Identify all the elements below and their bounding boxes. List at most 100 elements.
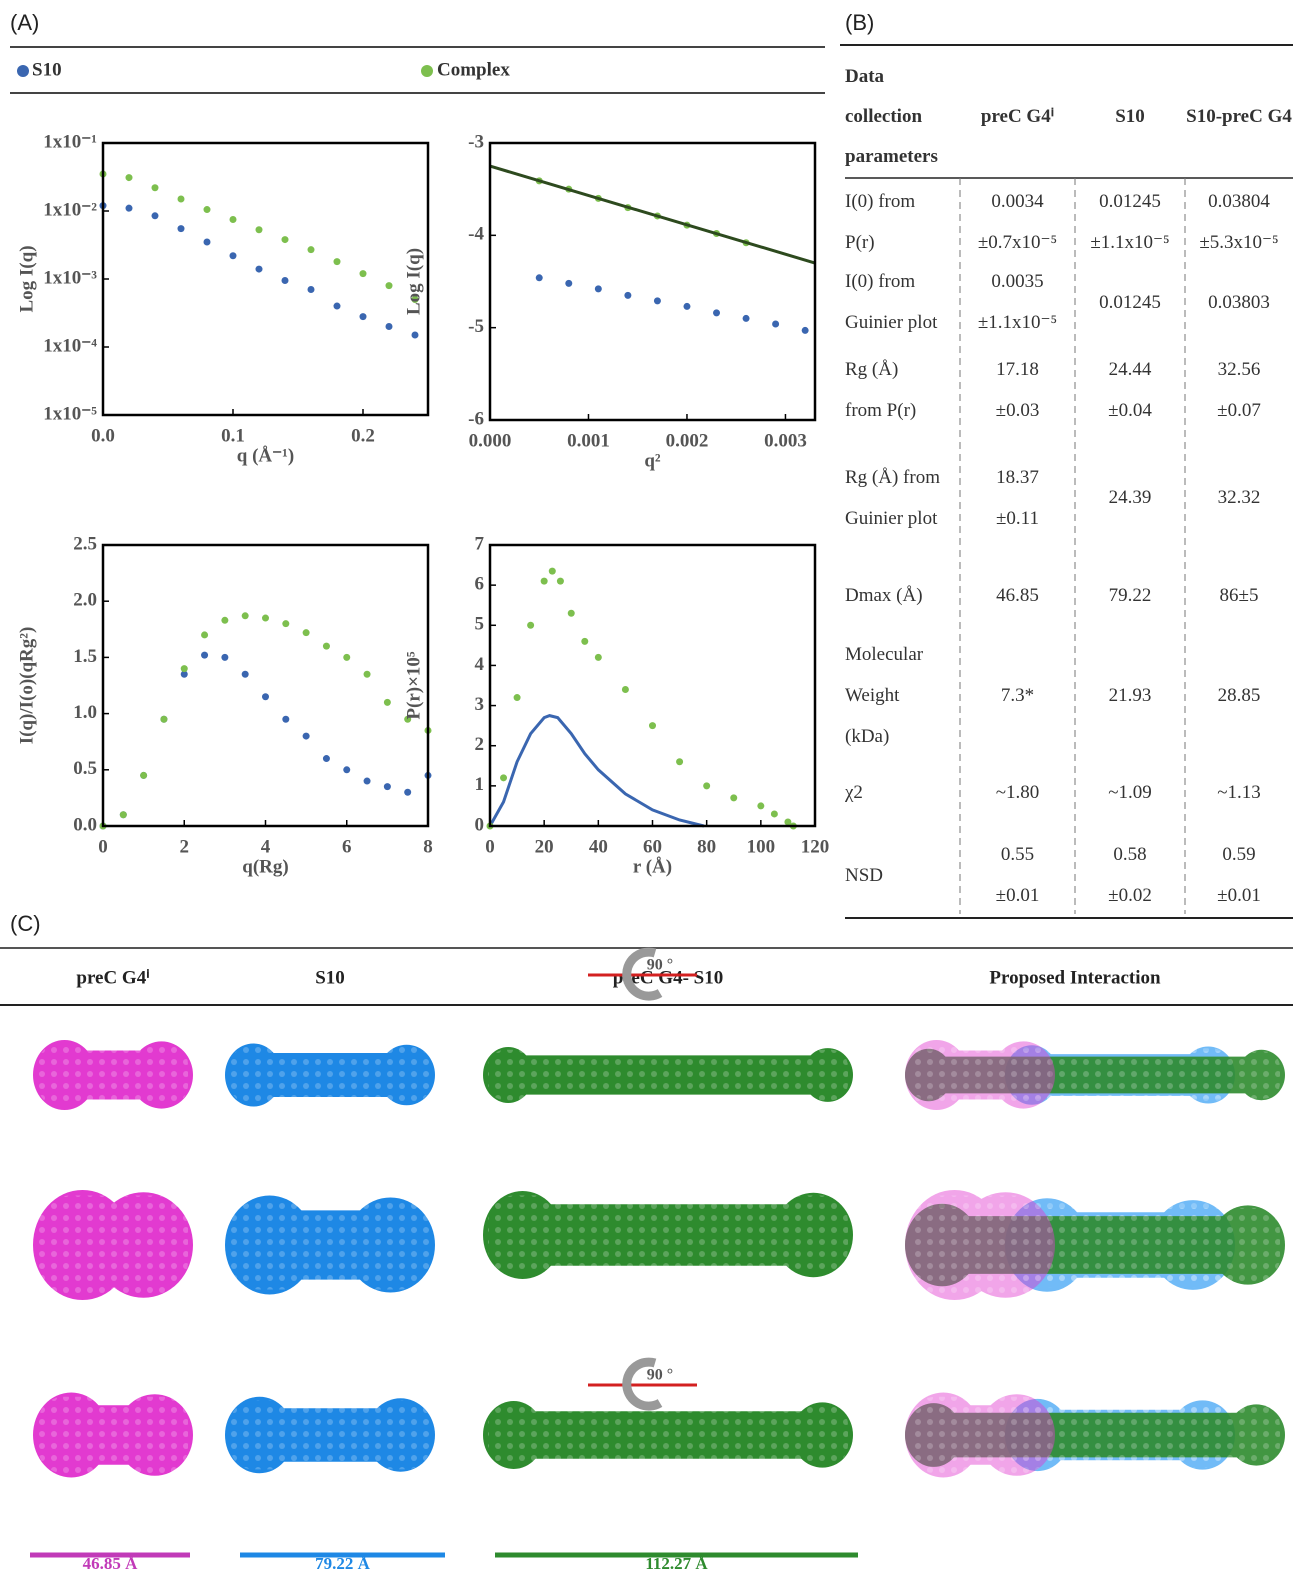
table-cell: 0.55 ±0.01: [995, 844, 1040, 906]
y-tick-label: 1.0: [73, 702, 97, 723]
point: [302, 629, 310, 637]
y-tick-label: 2.5: [73, 533, 97, 554]
point: [343, 653, 351, 661]
model-shape: [225, 1043, 435, 1107]
table-cell: 86±5: [1219, 584, 1259, 606]
rotation-arrow: [622, 1357, 663, 1411]
point: [404, 715, 412, 723]
model-shape: [33, 1040, 193, 1110]
point: [703, 782, 711, 790]
point: [649, 722, 656, 730]
point: [513, 694, 521, 702]
y-tick-label: -4: [468, 224, 484, 245]
table-cell: 32.56 ±0.07: [1217, 359, 1261, 421]
model-shape: [224, 1396, 436, 1474]
model-shape: [483, 1047, 853, 1103]
y-tick-label: 2.0: [73, 590, 97, 611]
table-header: Data collection parameters: [845, 66, 938, 167]
x-axis-label: q(Rg): [242, 856, 288, 877]
point: [241, 612, 249, 620]
point: [262, 614, 269, 622]
y-axis-label: Log I(q): [16, 245, 37, 312]
x-tick-label: 120: [801, 836, 830, 857]
y-tick-label: 6: [475, 574, 485, 595]
model-texture: [38, 1396, 188, 1474]
point: [527, 621, 535, 629]
point: [119, 811, 127, 819]
plot-frame: [488, 543, 817, 828]
scale-label: 112.27 Å: [645, 1554, 708, 1573]
plot-frame: [488, 141, 817, 422]
panel-label: (A): [10, 10, 39, 35]
legend-label: Complex: [437, 59, 510, 80]
model-texture: [488, 1404, 848, 1466]
table-cell: 0.59 ±0.01: [1217, 844, 1261, 906]
point: [343, 766, 351, 774]
point: [385, 323, 393, 331]
point: [621, 686, 629, 694]
x-axis-label: q (Å⁻¹): [237, 445, 294, 466]
table-cell: ~1.80: [995, 782, 1040, 803]
table-cell: χ2: [845, 782, 863, 803]
table-cell: 24.44 ±0.04: [1108, 359, 1152, 421]
table-header: S10-preC G4: [1186, 106, 1292, 127]
point: [757, 802, 765, 810]
point: [255, 265, 263, 273]
table-cell: 0.03803: [1208, 291, 1270, 313]
point: [140, 771, 148, 779]
rotation-label: 90 °: [647, 957, 673, 974]
point: [221, 616, 229, 624]
table-cell: 28.85: [1217, 684, 1261, 706]
table-cell: Molecular Weight (kDa): [845, 643, 924, 747]
model-texture: [230, 1200, 430, 1290]
point: [180, 665, 188, 673]
point: [203, 238, 211, 246]
point: [624, 291, 632, 299]
table-cell: Rg (Å) from P(r): [845, 359, 917, 421]
table-cell: 46.85: [996, 584, 1039, 606]
point: [683, 302, 691, 310]
point: [363, 670, 371, 678]
y-tick-label: -6: [468, 408, 484, 429]
y-tick-label: 0: [475, 814, 485, 835]
point: [653, 297, 661, 305]
model-texture: [230, 1400, 430, 1470]
table-cell: 17.18 ±0.03: [995, 359, 1040, 421]
point: [281, 236, 289, 244]
point: [125, 174, 133, 182]
model-texture: [910, 1043, 1050, 1107]
y-tick-label: 3: [475, 694, 485, 715]
table-cell: 24.39: [1108, 487, 1152, 508]
y-tick-label: 2: [475, 734, 485, 755]
y-tick-label: 1x10⁻⁴: [43, 335, 97, 356]
point: [177, 195, 185, 203]
point: [229, 215, 237, 223]
y-tick-label: 0.0: [73, 814, 97, 835]
model-shape: [482, 1401, 854, 1469]
x-tick-label: 40: [589, 836, 608, 857]
x-tick-label: 2: [180, 836, 190, 857]
point: [281, 277, 289, 285]
table-cell: 0.01245: [1099, 291, 1161, 313]
y-tick-label: -5: [468, 316, 484, 337]
x-tick-label: 8: [423, 836, 433, 857]
y-tick-label: 7: [475, 533, 485, 554]
x-tick-label: 6: [342, 836, 352, 857]
x-tick-label: 0.001: [567, 430, 610, 451]
point: [307, 246, 315, 254]
x-tick-label: 0.003: [764, 430, 807, 451]
x-tick-label: 20: [535, 836, 554, 857]
model-shape: [905, 1040, 1055, 1110]
table-cell: 0.0034 ±0.7x10⁻⁵: [977, 191, 1058, 253]
point: [241, 670, 249, 678]
y-tick-label: 1x10⁻²: [43, 199, 97, 220]
point: [125, 204, 133, 212]
x-tick-label: 0.0: [91, 425, 115, 446]
point: [730, 794, 738, 802]
scale-label: 46.85 Å: [83, 1554, 139, 1573]
point: [322, 755, 330, 763]
table-cell: 0.01245 ±1.1x10⁻⁵: [1090, 191, 1170, 253]
point: [535, 274, 543, 282]
point: [363, 777, 371, 785]
